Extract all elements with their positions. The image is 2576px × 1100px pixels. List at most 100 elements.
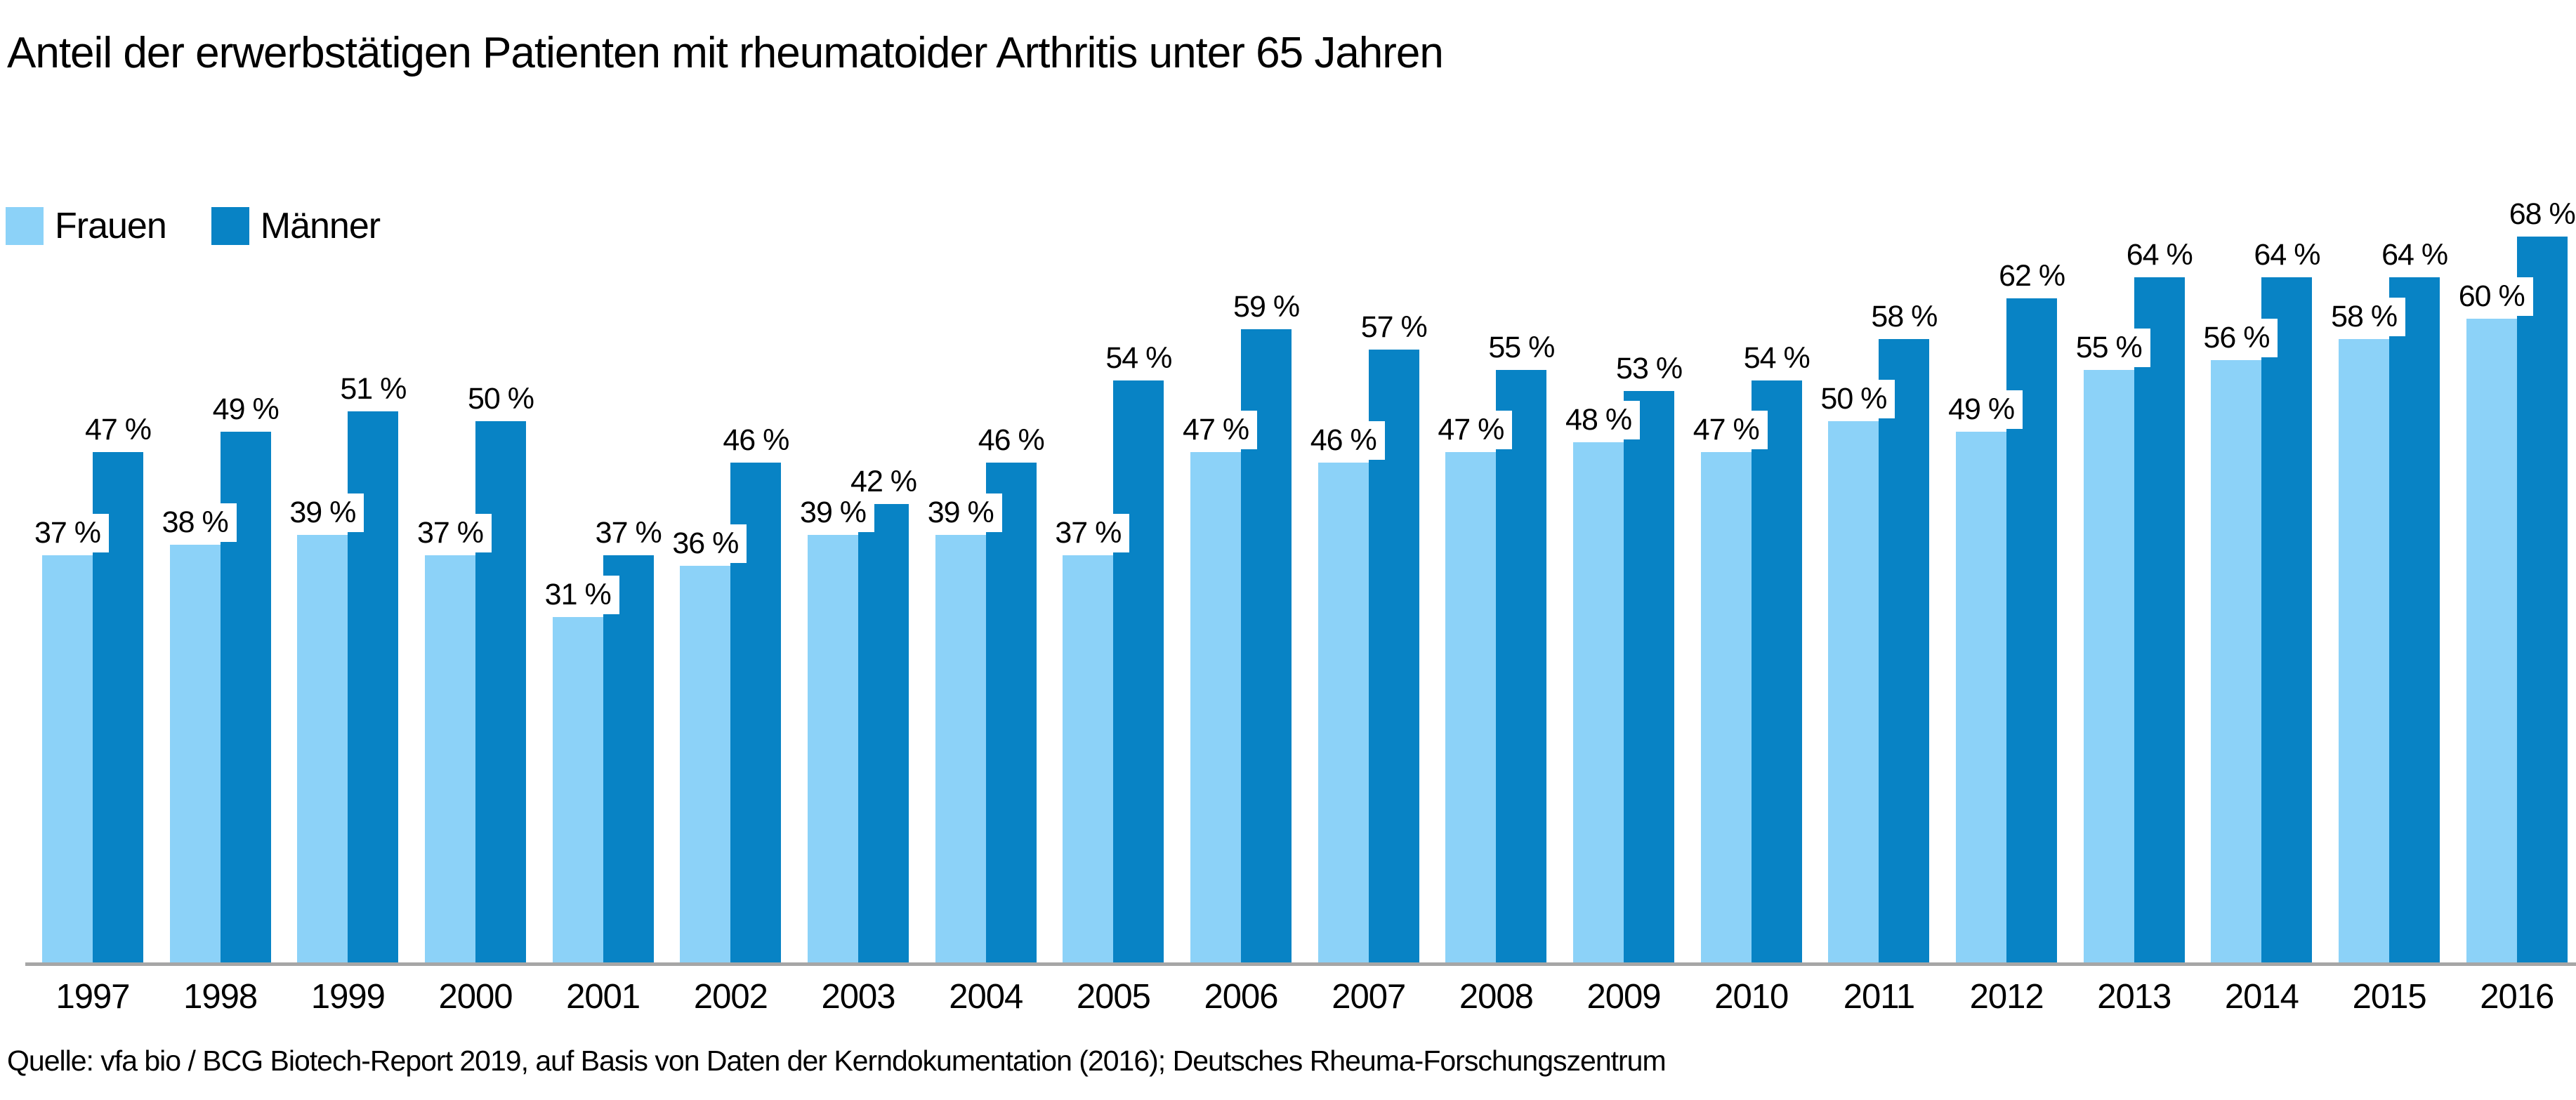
bar-group-1998: 38 % 49 % [153, 390, 287, 962]
bar-group-2012: 49 % 62 % [1940, 256, 2074, 962]
x-axis-tick-2011: 2011 [1843, 978, 1915, 1016]
bar-group-2002: 36 % 46 % [664, 420, 798, 962]
value-label: 64 % [2117, 235, 2201, 274]
value-label: 58 % [1862, 297, 1946, 336]
x-axis-tick-2014: 2014 [2224, 978, 2299, 1016]
bar-maenner-2010: 54 % [1735, 338, 1818, 962]
x-axis-tick-2001: 2001 [566, 978, 640, 1016]
bar-group-1999: 39 % 51 % [281, 369, 415, 962]
bar-maenner-2004: 46 % [969, 420, 1053, 962]
bar-group-2013: 55 % 64 % [2067, 235, 2201, 962]
chart-title: Anteil der erwerbstätigen Patienten mit … [7, 29, 1444, 77]
x-axis-tick-1997: 1997 [55, 978, 130, 1016]
bar-frauen-1998: 38 % [153, 503, 237, 962]
bar-frauen-2002: 36 % [664, 524, 747, 962]
value-label: 36 % [664, 524, 747, 563]
bar-frauen-2001: 31 % [536, 575, 619, 962]
value-label: 39 % [281, 493, 364, 532]
bar-frauen-2013: 55 % [2067, 328, 2150, 962]
bar-maenner-2005: 54 % [1097, 338, 1181, 962]
bar-maenner-2008: 55 % [1480, 328, 1563, 962]
bar-maenner-2015: 64 % [2373, 235, 2457, 962]
x-axis-tick-2000: 2000 [438, 978, 513, 1016]
value-label: 59 % [1225, 287, 1308, 326]
bar-group-2010: 47 % 54 % [1684, 338, 1818, 962]
x-axis-tick-2005: 2005 [1076, 978, 1151, 1016]
x-axis-line [25, 962, 2576, 966]
bar-group-2006: 47 % 59 % [1174, 287, 1308, 962]
bar-group-2015: 58 % 64 % [2322, 235, 2457, 962]
bar-maenner-2011: 58 % [1862, 297, 1946, 962]
value-label: 51 % [331, 369, 415, 409]
x-axis-tick-2012: 2012 [1969, 978, 2044, 1016]
legend: Frauen Männer [6, 205, 381, 247]
value-label: 64 % [2373, 235, 2457, 274]
bar-frauen-2004: 39 % [919, 493, 1002, 962]
value-label: 31 % [536, 575, 619, 614]
value-label: 56 % [2195, 318, 2278, 357]
bar-frauen-2008: 47 % [1429, 410, 1513, 962]
legend-swatch-icon [211, 207, 249, 245]
bar-maenner-2016: 68 % [2500, 194, 2576, 962]
bar-frauen-1997: 37 % [25, 513, 110, 962]
bar-frauen-2003: 39 % [791, 493, 875, 962]
value-label: 38 % [153, 503, 237, 542]
value-label: 37 % [25, 513, 110, 552]
bar-frauen-2009: 48 % [1557, 400, 1641, 962]
x-axis-tick-1999: 1999 [310, 978, 386, 1016]
bar-group-2011: 50 % 58 % [1812, 297, 1946, 962]
value-label: 54 % [1097, 338, 1181, 378]
x-axis-tick-2004: 2004 [949, 978, 1023, 1016]
bar-maenner-1998: 49 % [204, 390, 287, 962]
value-label: 46 % [1301, 420, 1385, 460]
legend-swatch-icon [6, 207, 44, 245]
bar-frauen-2006: 47 % [1174, 410, 1258, 962]
plot-area: 37 % 47 % 38 % 49 % 39 % 51 % 37 % 50 % 31 % 37 %… [25, 194, 2576, 962]
value-label: 48 % [1557, 400, 1641, 439]
bar-group-2009: 48 % 53 % [1557, 349, 1691, 962]
value-label: 37 % [1046, 513, 1130, 552]
bar-group-1997: 37 % 47 % [25, 410, 160, 962]
bar-group-2004: 39 % 46 % [919, 420, 1053, 962]
value-label: 39 % [919, 493, 1002, 532]
bar-group-2008: 47 % 55 % [1429, 328, 1563, 962]
value-label: 55 % [1480, 328, 1563, 367]
x-axis-tick-2016: 2016 [2480, 978, 2554, 1016]
value-label: 46 % [714, 420, 798, 460]
value-label: 42 % [842, 462, 926, 501]
bar-group-2000: 37 % 50 % [409, 379, 543, 962]
bar-frauen-2015: 58 % [2322, 297, 2406, 962]
value-label: 54 % [1735, 338, 1818, 378]
source-attribution: Quelle: vfa bio / BCG Biotech-Report 201… [7, 1045, 1667, 1077]
bar-group-2016: 60 % 68 % [2450, 194, 2576, 962]
legend-label: Frauen [55, 206, 167, 246]
x-axis-tick-2003: 2003 [821, 978, 896, 1016]
bar-group-2003: 39 % 42 % [791, 462, 926, 962]
value-label: 53 % [1608, 349, 1691, 388]
bar-group-2005: 37 % 54 % [1046, 338, 1181, 962]
x-axis-tick-2008: 2008 [1459, 978, 1534, 1016]
legend-item-maenner: Männer [211, 205, 381, 247]
bar-frauen-2005: 37 % [1046, 513, 1130, 962]
x-axis-tick-2006: 2006 [1204, 978, 1279, 1016]
bar-group-2001: 31 % 37 % [536, 513, 670, 962]
value-label: 37 % [409, 513, 492, 552]
bar-maenner-2003: 42 % [842, 462, 926, 962]
value-label: 49 % [1940, 390, 2023, 429]
bar-frauen-2007: 46 % [1301, 420, 1385, 962]
bar-maenner-2001: 37 % [586, 513, 670, 962]
value-label: 62 % [1990, 256, 2074, 296]
value-label: 57 % [1352, 307, 1435, 347]
legend-item-frauen: Frauen [6, 205, 167, 247]
bar-maenner-2009: 53 % [1608, 349, 1691, 962]
x-axis-tick-2013: 2013 [2097, 978, 2171, 1016]
value-label: 47 % [1429, 410, 1513, 449]
value-label: 49 % [204, 390, 287, 429]
x-axis-tick-2015: 2015 [2352, 978, 2427, 1016]
bar-maenner-2000: 50 % [459, 379, 543, 962]
bar-maenner-1997: 47 % [76, 410, 160, 962]
bar-frauen-1999: 39 % [281, 493, 364, 962]
bar-frauen-2016: 60 % [2450, 277, 2533, 962]
x-axis-tick-2009: 2009 [1586, 978, 1662, 1016]
x-axis-labels: 1997 1998 1999 2000 2001 2002 2003 2004 2005 2006… [42, 977, 2568, 1016]
